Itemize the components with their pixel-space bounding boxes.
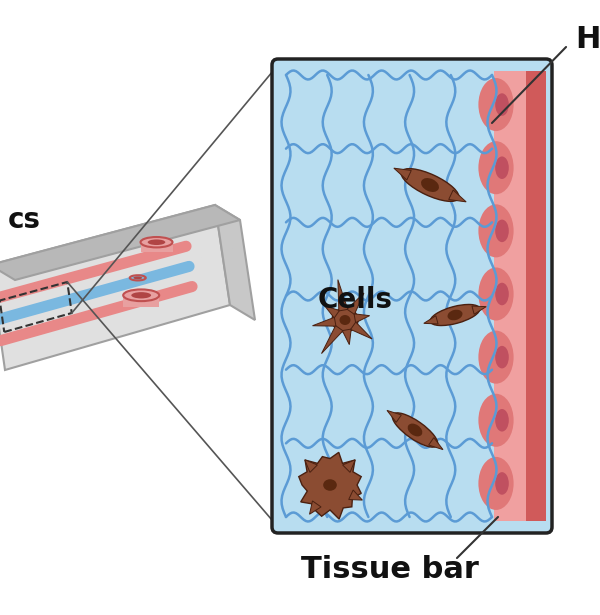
Text: cs: cs <box>8 206 41 234</box>
Ellipse shape <box>478 394 514 447</box>
Bar <box>494 71 546 521</box>
Polygon shape <box>349 490 362 500</box>
Ellipse shape <box>323 479 337 491</box>
Ellipse shape <box>392 413 438 447</box>
Ellipse shape <box>495 93 509 116</box>
Polygon shape <box>343 460 355 472</box>
Ellipse shape <box>495 409 509 432</box>
Polygon shape <box>0 205 230 370</box>
Ellipse shape <box>133 277 142 279</box>
Polygon shape <box>394 168 411 180</box>
Ellipse shape <box>478 78 514 131</box>
Ellipse shape <box>478 331 514 384</box>
Ellipse shape <box>495 283 509 305</box>
Polygon shape <box>343 329 351 344</box>
Text: Hyd: Hyd <box>575 25 600 55</box>
Polygon shape <box>325 306 340 318</box>
Ellipse shape <box>495 156 509 179</box>
Polygon shape <box>299 453 361 519</box>
Ellipse shape <box>478 268 514 320</box>
Polygon shape <box>310 501 321 514</box>
Polygon shape <box>313 317 336 326</box>
Ellipse shape <box>148 239 166 245</box>
Polygon shape <box>215 205 255 320</box>
Ellipse shape <box>495 220 509 242</box>
Polygon shape <box>140 242 173 252</box>
Polygon shape <box>347 293 364 314</box>
Ellipse shape <box>401 169 459 201</box>
Ellipse shape <box>332 308 358 332</box>
Ellipse shape <box>478 457 514 510</box>
Polygon shape <box>472 306 486 314</box>
Ellipse shape <box>448 310 463 320</box>
Polygon shape <box>387 410 401 423</box>
Polygon shape <box>354 314 370 323</box>
Ellipse shape <box>340 315 350 325</box>
Ellipse shape <box>495 346 509 368</box>
Text: Cells: Cells <box>318 286 393 314</box>
Polygon shape <box>130 278 146 284</box>
Ellipse shape <box>430 304 480 325</box>
Polygon shape <box>424 315 438 324</box>
Ellipse shape <box>407 424 422 437</box>
Polygon shape <box>305 460 317 472</box>
Ellipse shape <box>478 204 514 257</box>
Ellipse shape <box>478 141 514 194</box>
Ellipse shape <box>130 276 146 280</box>
Ellipse shape <box>495 472 509 494</box>
Bar <box>494 71 526 521</box>
Polygon shape <box>0 205 240 280</box>
Polygon shape <box>428 438 443 450</box>
Ellipse shape <box>421 178 439 192</box>
Text: Tissue bar: Tissue bar <box>301 555 479 584</box>
FancyBboxPatch shape <box>272 59 552 533</box>
Polygon shape <box>350 322 372 339</box>
Ellipse shape <box>131 292 151 298</box>
Polygon shape <box>449 190 466 202</box>
Polygon shape <box>338 280 347 311</box>
Polygon shape <box>322 325 343 354</box>
Ellipse shape <box>140 237 173 247</box>
Ellipse shape <box>123 290 159 301</box>
Polygon shape <box>123 295 159 308</box>
